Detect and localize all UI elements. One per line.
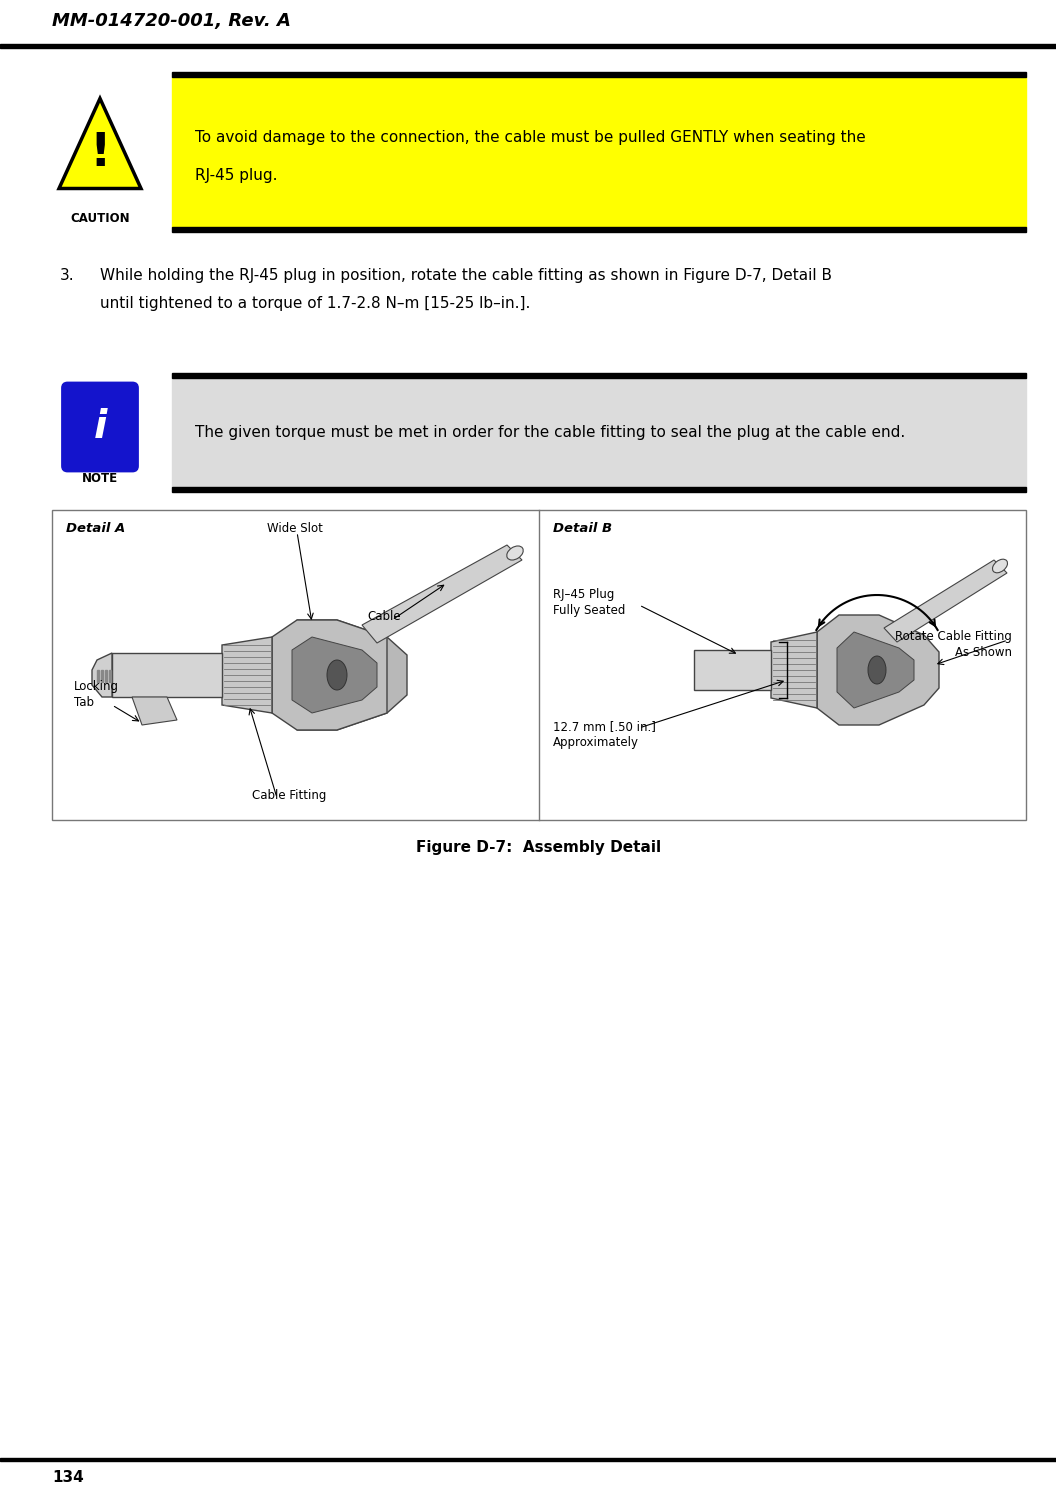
Polygon shape xyxy=(59,98,142,189)
Bar xyxy=(172,77,1026,228)
Text: The given torque must be met in order for the cable fitting to seal the plug at : The given torque must be met in order fo… xyxy=(195,424,905,440)
Text: RJ–45 Plug
Fully Seated: RJ–45 Plug Fully Seated xyxy=(553,587,625,617)
Polygon shape xyxy=(92,653,112,697)
Text: Cable Fitting: Cable Fitting xyxy=(252,790,326,801)
Bar xyxy=(97,671,99,683)
Polygon shape xyxy=(272,620,386,730)
Text: Rotate Cable Fitting
As Shown: Rotate Cable Fitting As Shown xyxy=(895,630,1012,659)
Text: NOTE: NOTE xyxy=(82,471,118,485)
Bar xyxy=(0,1457,1056,1462)
Text: MM-014720-001, Rev. A: MM-014720-001, Rev. A xyxy=(52,12,290,30)
Text: CAUTION: CAUTION xyxy=(70,213,130,225)
FancyBboxPatch shape xyxy=(62,384,137,471)
Text: Figure D-7:  Assembly Detail: Figure D-7: Assembly Detail xyxy=(416,840,661,855)
Polygon shape xyxy=(884,561,1007,642)
Text: i: i xyxy=(93,407,107,446)
Polygon shape xyxy=(817,616,939,726)
Text: Detail A: Detail A xyxy=(65,522,126,535)
Text: RJ-45 plug.: RJ-45 plug. xyxy=(195,168,278,183)
Text: 3.: 3. xyxy=(60,268,75,283)
Text: Cable: Cable xyxy=(367,610,400,623)
Text: Detail B: Detail B xyxy=(553,522,612,535)
Polygon shape xyxy=(694,650,771,690)
Ellipse shape xyxy=(868,656,886,684)
Ellipse shape xyxy=(993,559,1007,572)
Polygon shape xyxy=(362,546,522,642)
Bar xyxy=(0,45,1056,48)
Polygon shape xyxy=(132,697,177,726)
Text: While holding the RJ-45 plug in position, rotate the cable fitting as shown in F: While holding the RJ-45 plug in position… xyxy=(100,268,832,283)
Bar xyxy=(101,671,103,683)
Bar xyxy=(172,71,1026,77)
Text: !: ! xyxy=(90,131,111,175)
Bar xyxy=(172,488,1026,492)
Polygon shape xyxy=(293,636,377,712)
Ellipse shape xyxy=(327,660,347,690)
Bar xyxy=(109,671,111,683)
Polygon shape xyxy=(112,653,222,697)
Text: 134: 134 xyxy=(52,1471,83,1486)
Text: To avoid damage to the connection, the cable must be pulled GENTLY when seating : To avoid damage to the connection, the c… xyxy=(195,129,866,146)
Text: Locking
Tab: Locking Tab xyxy=(74,680,119,709)
Bar xyxy=(172,378,1026,488)
Bar xyxy=(172,228,1026,232)
Ellipse shape xyxy=(507,546,523,561)
Text: 12.7 mm [.50 in.]
Approximately: 12.7 mm [.50 in.] Approximately xyxy=(553,720,656,749)
Polygon shape xyxy=(837,632,914,708)
Bar xyxy=(105,671,107,683)
Bar xyxy=(52,510,1026,819)
Text: Wide Slot: Wide Slot xyxy=(267,522,323,535)
Polygon shape xyxy=(771,632,817,708)
Polygon shape xyxy=(222,636,272,712)
Text: until tightened to a torque of 1.7-2.8 N–m [15-25 lb–in.].: until tightened to a torque of 1.7-2.8 N… xyxy=(100,296,530,311)
Polygon shape xyxy=(297,620,407,730)
Bar xyxy=(172,373,1026,378)
